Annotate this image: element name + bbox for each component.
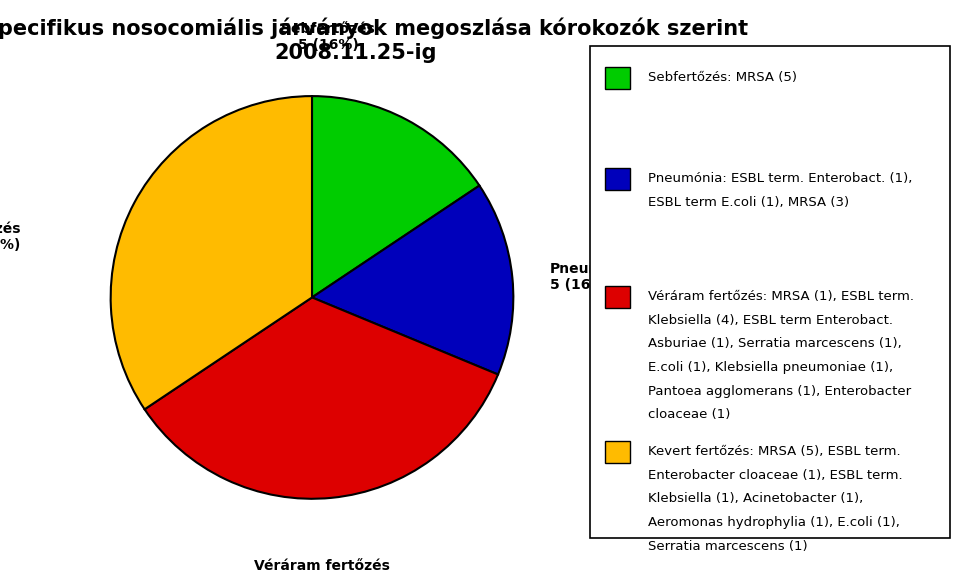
Text: E.coli (1), Klebsiella pneumoniae (1),: E.coli (1), Klebsiella pneumoniae (1), [648, 361, 893, 374]
Text: Pneumónia: ESBL term. Enterobact. (1),: Pneumónia: ESBL term. Enterobact. (1), [648, 172, 912, 185]
Text: kevert fertőzés
11 (34 %): kevert fertőzés 11 (34 %) [0, 222, 20, 252]
Text: ESBL term E.coli (1), MRSA (3): ESBL term E.coli (1), MRSA (3) [648, 196, 850, 209]
Text: Asburiae (1), Serratia marcescens (1),: Asburiae (1), Serratia marcescens (1), [648, 337, 901, 351]
Text: cloaceae (1): cloaceae (1) [648, 408, 731, 421]
Text: Sebfertőzés: MRSA (5): Sebfertőzés: MRSA (5) [648, 72, 797, 84]
Text: Véráram fertőzés
11 (34 %): Véráram fertőzés 11 (34 %) [254, 559, 390, 572]
Bar [605, 168, 630, 190]
Bar [605, 285, 630, 308]
Text: Serratia marcescens (1): Serratia marcescens (1) [648, 539, 807, 553]
Text: Kevert fertőzés: MRSA (5), ESBL term.: Kevert fertőzés: MRSA (5), ESBL term. [648, 445, 900, 458]
Bar [605, 440, 630, 463]
Wedge shape [312, 185, 514, 375]
Text: Véráram fertőzés: MRSA (1), ESBL term.: Véráram fertőzés: MRSA (1), ESBL term. [648, 290, 914, 303]
Text: Sebfertőzés
5 (16%): Sebfertőzés 5 (16%) [281, 22, 375, 52]
Wedge shape [145, 297, 498, 499]
Text: Klebsiella (1), Acinetobacter (1),: Klebsiella (1), Acinetobacter (1), [648, 492, 863, 505]
Text: Klebsiella (4), ESBL term Enterobact.: Klebsiella (4), ESBL term Enterobact. [648, 314, 893, 327]
Text: Pneumónia
5 (16%): Pneumónia 5 (16%) [549, 262, 637, 292]
Bar [605, 67, 630, 89]
Text: Aeromonas hydrophylia (1), E.coli (1),: Aeromonas hydrophylia (1), E.coli (1), [648, 516, 900, 529]
Wedge shape [312, 96, 479, 297]
Wedge shape [110, 96, 312, 410]
Text: Enterobacter cloaceae (1), ESBL term.: Enterobacter cloaceae (1), ESBL term. [648, 468, 902, 482]
Text: A specifikus nosocomiális járványok megoszlása kórokozók szerint
2008.11.25-ig: A specifikus nosocomiális járványok mego… [0, 17, 748, 63]
Text: Pantoea agglomerans (1), Enterobacter: Pantoea agglomerans (1), Enterobacter [648, 384, 911, 398]
